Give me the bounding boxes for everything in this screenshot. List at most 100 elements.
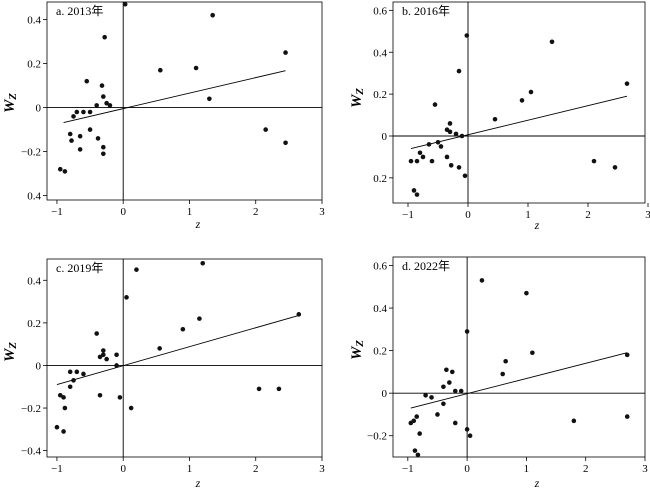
trend-line <box>410 352 628 409</box>
data-point <box>200 260 206 266</box>
data-point <box>101 352 106 358</box>
y-tick-label: −0.2 <box>21 403 41 415</box>
plot-frame <box>46 1 323 201</box>
y-tick-label: 0.2 <box>373 173 387 185</box>
x-axis-label: z <box>195 476 201 490</box>
data-point <box>524 290 529 296</box>
data-point <box>101 348 106 353</box>
data-point <box>414 414 420 419</box>
data-point <box>456 165 462 170</box>
data-point <box>263 127 268 132</box>
y-tick-label: 0.6 <box>373 261 387 273</box>
data-point <box>444 367 449 373</box>
data-point <box>447 121 453 126</box>
x-tick-label: 2 <box>583 463 589 475</box>
data-point <box>479 278 485 283</box>
data-point <box>54 424 60 430</box>
x-tick-label: 1 <box>525 209 531 221</box>
data-point <box>447 129 453 135</box>
y-tick-label: 0.4 <box>27 275 41 287</box>
data-point <box>414 158 420 164</box>
data-point <box>423 392 428 398</box>
data-point <box>458 388 464 394</box>
data-point <box>448 163 454 168</box>
x-tick-label: 3 <box>642 463 648 475</box>
data-point <box>444 154 450 160</box>
data-point <box>77 147 83 152</box>
x-tick-label: −1 <box>51 463 63 475</box>
data-point <box>612 165 618 170</box>
data-point <box>571 418 577 424</box>
data-point <box>101 94 106 99</box>
data-point <box>134 267 139 272</box>
data-point <box>467 433 473 439</box>
y-axis-label-main: W <box>2 347 18 362</box>
data-point <box>74 109 80 115</box>
y-tick-label: 0.2 <box>27 59 41 71</box>
y-tick-label: 0.4 <box>27 15 41 27</box>
data-point <box>283 140 288 146</box>
data-point <box>429 395 434 400</box>
data-point <box>61 429 66 434</box>
data-point <box>429 158 435 164</box>
data-point <box>417 150 423 156</box>
data-point <box>197 316 202 321</box>
y-tick-label: −0.4 <box>21 446 41 458</box>
y-axis-label-main: W <box>349 93 365 108</box>
data-point <box>408 158 414 164</box>
x-tick-label: 1 <box>187 206 193 218</box>
y-axis-label: WZ <box>349 340 366 360</box>
data-point <box>84 78 90 84</box>
data-point <box>114 352 119 358</box>
data-point <box>67 131 73 137</box>
data-point <box>624 414 630 419</box>
data-point <box>426 142 432 147</box>
panel-label: b. 2016年 <box>402 4 450 18</box>
data-point <box>81 109 86 115</box>
data-point <box>210 12 215 18</box>
data-point <box>591 158 597 164</box>
data-point <box>464 329 470 334</box>
data-point <box>71 378 76 383</box>
y-axis-label: WZ <box>2 93 19 113</box>
x-tick-label: 1 <box>187 463 193 475</box>
x-tick-label: 2 <box>585 209 591 221</box>
x-tick-label: −1 <box>402 209 414 221</box>
data-point <box>67 384 73 390</box>
data-point <box>435 139 441 145</box>
data-point <box>420 154 426 160</box>
data-point <box>107 103 113 108</box>
x-tick-label: 2 <box>253 463 259 475</box>
x-axis-label: z <box>534 476 540 490</box>
data-point <box>456 68 462 74</box>
y-tick-label: 0 <box>382 131 388 143</box>
data-point <box>438 144 444 149</box>
x-tick-label: −1 <box>402 463 414 475</box>
y-axis-label: WZ <box>2 342 19 362</box>
data-point <box>193 65 199 71</box>
trend-line <box>410 95 628 149</box>
data-point <box>412 448 418 453</box>
x-tick-label: 2 <box>253 206 259 218</box>
data-point <box>417 431 422 436</box>
data-point <box>62 169 68 174</box>
data-point <box>117 395 123 400</box>
y-tick-label: 0.4 <box>373 303 387 315</box>
y-axis-label-main: W <box>2 98 18 113</box>
data-point <box>207 96 212 102</box>
data-point <box>158 67 163 73</box>
data-point <box>408 420 414 426</box>
x-tick-label: 3 <box>645 209 650 221</box>
trend-line <box>63 70 286 123</box>
data-point <box>492 116 498 122</box>
data-point <box>94 331 99 336</box>
data-point <box>99 83 105 88</box>
data-point <box>500 371 505 377</box>
data-point <box>67 369 73 375</box>
data-point <box>74 369 80 375</box>
x-tick-label: 3 <box>319 206 325 218</box>
y-tick-label: 0.4 <box>373 47 387 59</box>
